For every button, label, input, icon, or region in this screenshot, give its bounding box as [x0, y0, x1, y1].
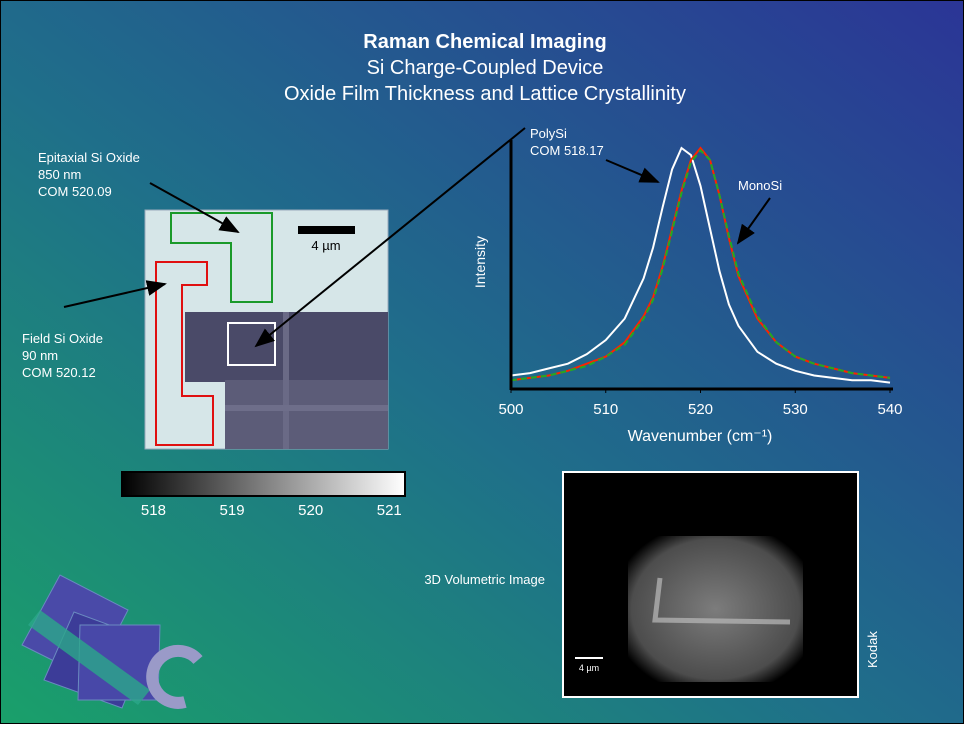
- colorbar: [122, 472, 405, 496]
- x-tick-label: 530: [783, 401, 808, 418]
- colorbar-tick-label: 521: [377, 502, 402, 519]
- x-tick-label: 540: [877, 401, 902, 418]
- annotation: COM 518.17: [530, 143, 604, 158]
- colorbar-tick-label: 519: [220, 502, 245, 519]
- title: Raman Chemical Imaging: [363, 31, 606, 53]
- slide: Raman Chemical Imaging Si Charge-Coupled…: [0, 0, 964, 724]
- annotation: 90 nm: [22, 348, 58, 363]
- scale-bar-label: 4 µm: [311, 238, 340, 253]
- annotation: PolySi: [530, 126, 567, 141]
- colorbar-tick-label: 520: [298, 502, 323, 519]
- scale-bar-label: 4 µm: [579, 663, 599, 673]
- volumetric-image: [563, 472, 858, 697]
- annotation: 850 nm: [38, 167, 81, 182]
- subtitle: Oxide Film Thickness and Lattice Crystal…: [284, 83, 686, 105]
- subtitle: Si Charge-Coupled Device: [367, 57, 604, 79]
- annotation: COM 520.12: [22, 365, 96, 380]
- x-axis-label: Wavenumber (cm⁻¹): [628, 428, 773, 445]
- x-tick-label: 510: [593, 401, 618, 418]
- x-tick-label: 520: [688, 401, 713, 418]
- annotation: 3D Volumetric Image: [424, 572, 545, 587]
- annotation: COM 520.09: [38, 184, 112, 199]
- credit: Kodak: [865, 631, 880, 668]
- y-axis-label: Intensity: [472, 236, 488, 288]
- colorbar-tick-label: 518: [141, 502, 166, 519]
- annotation: Field Si Oxide: [22, 331, 103, 346]
- x-tick-label: 500: [498, 401, 523, 418]
- annotation: MonoSi: [738, 178, 782, 193]
- micrograph: [145, 210, 388, 449]
- annotation: Epitaxial Si Oxide: [38, 150, 140, 165]
